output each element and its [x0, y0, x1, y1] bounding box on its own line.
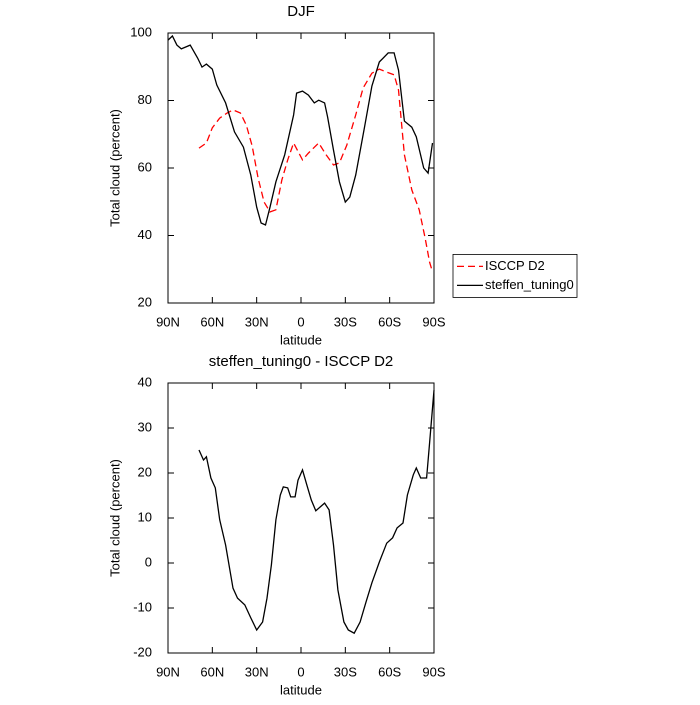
- x-tick-label: 30S: [334, 664, 357, 679]
- x-axis-label: latitude: [280, 682, 322, 697]
- chart-title: DJF: [287, 3, 315, 20]
- x-axis-label: latitude: [280, 332, 322, 347]
- y-tick-label: -10: [133, 599, 152, 614]
- legend-label: ISCCP D2: [485, 258, 545, 273]
- y-tick-label: -20: [133, 644, 152, 659]
- x-tick-label: 60N: [200, 314, 224, 329]
- y-tick-label: 0: [145, 554, 152, 569]
- y-tick-label: 40: [138, 374, 152, 389]
- y-tick-label: 60: [138, 159, 152, 174]
- plot-frame: [167, 382, 435, 654]
- x-tick-label: 30N: [245, 664, 269, 679]
- y-tick-label: 100: [130, 24, 152, 39]
- y-tick-label: 10: [138, 509, 152, 524]
- y-tick-label: 20: [138, 464, 152, 479]
- x-tick-label: 90S: [422, 664, 445, 679]
- y-tick-label: 30: [138, 419, 152, 434]
- x-tick-label: 90N: [156, 314, 180, 329]
- y-tick-label: 40: [138, 227, 152, 242]
- data-line: [198, 68, 434, 273]
- x-tick-label: 0: [297, 664, 304, 679]
- chart-title: steffen_tuning0 - ISCCP D2: [209, 353, 394, 370]
- x-tick-label: 0: [297, 314, 304, 329]
- x-tick-label: 60S: [378, 314, 401, 329]
- data-line: [167, 34, 434, 226]
- y-axis-label: Total cloud (percent): [107, 459, 122, 577]
- x-tick-label: 30N: [245, 314, 269, 329]
- plot-frame: [167, 32, 435, 304]
- y-axis-label: Total cloud (percent): [107, 109, 122, 227]
- x-tick-label: 30S: [334, 314, 357, 329]
- x-tick-label: 90N: [156, 664, 180, 679]
- data-line: [198, 390, 435, 635]
- y-tick-label: 80: [138, 92, 152, 107]
- x-tick-label: 60N: [200, 664, 224, 679]
- y-tick-label: 20: [138, 294, 152, 309]
- legend: ISCCP D2 steffen_tuning0: [452, 253, 578, 298]
- x-tick-label: 90S: [422, 314, 445, 329]
- legend-label: steffen_tuning0: [485, 277, 574, 292]
- x-tick-label: 60S: [378, 664, 401, 679]
- legend-box: [452, 253, 578, 298]
